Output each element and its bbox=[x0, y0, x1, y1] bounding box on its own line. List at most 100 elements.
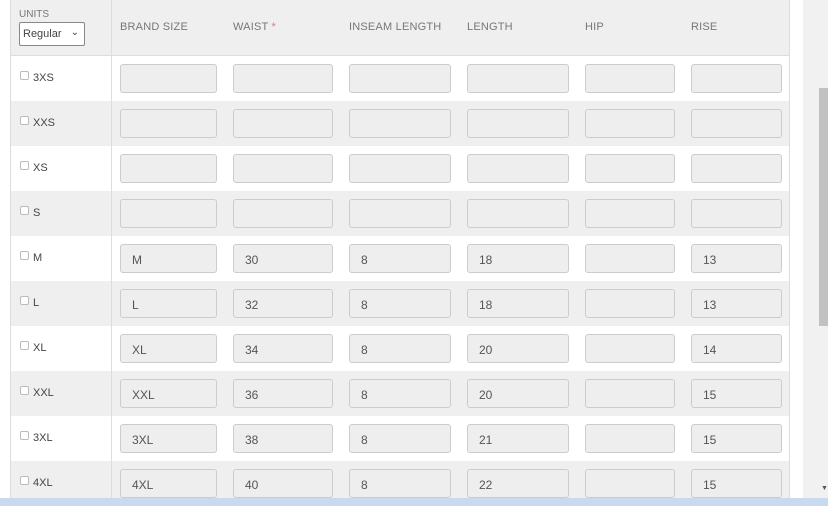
size-label: 3XL bbox=[33, 432, 53, 444]
inseam-length-input[interactable]: 8 bbox=[349, 379, 451, 408]
header-brand-size: BRAND SIZE bbox=[120, 21, 189, 33]
inseam-length-input[interactable] bbox=[349, 199, 451, 228]
waist-input[interactable] bbox=[233, 199, 333, 228]
size-checkbox[interactable] bbox=[20, 386, 29, 395]
rise-input[interactable] bbox=[691, 154, 782, 183]
column-divider bbox=[111, 0, 112, 498]
waist-input[interactable] bbox=[233, 64, 333, 93]
size-checkbox[interactable] bbox=[20, 206, 29, 215]
length-input[interactable] bbox=[467, 154, 569, 183]
table-row: 3XS bbox=[11, 56, 789, 101]
waist-input[interactable]: 32 bbox=[233, 289, 333, 318]
brand-size-input[interactable] bbox=[120, 109, 217, 138]
size-label: XS bbox=[33, 162, 48, 174]
table-row: XXS bbox=[11, 101, 789, 146]
inseam-length-input[interactable] bbox=[349, 154, 451, 183]
rise-input[interactable]: 14 bbox=[691, 334, 782, 363]
rise-input[interactable] bbox=[691, 64, 782, 93]
length-input[interactable] bbox=[467, 64, 569, 93]
size-label: S bbox=[33, 207, 41, 219]
hip-input[interactable] bbox=[585, 154, 675, 183]
hip-input[interactable] bbox=[585, 109, 675, 138]
table-row: L L 32 8 18 13 bbox=[11, 281, 789, 326]
units-selected-value: Regular bbox=[23, 28, 62, 40]
units-label: UNITS bbox=[19, 9, 49, 20]
hip-input[interactable] bbox=[585, 334, 675, 363]
length-input[interactable]: 21 bbox=[467, 424, 569, 453]
header-waist: WAIST * bbox=[233, 21, 276, 33]
brand-size-input[interactable]: L bbox=[120, 289, 217, 318]
size-checkbox[interactable] bbox=[20, 71, 29, 80]
length-input[interactable] bbox=[467, 199, 569, 228]
length-input[interactable]: 20 bbox=[467, 379, 569, 408]
rise-input[interactable] bbox=[691, 109, 782, 138]
brand-size-input[interactable] bbox=[120, 154, 217, 183]
hip-input[interactable] bbox=[585, 244, 675, 273]
rise-input[interactable] bbox=[691, 199, 782, 228]
rise-input[interactable]: 15 bbox=[691, 424, 782, 453]
rise-input[interactable]: 13 bbox=[691, 244, 782, 273]
inseam-length-input[interactable]: 8 bbox=[349, 289, 451, 318]
hip-input[interactable] bbox=[585, 289, 675, 318]
header-hip: HIP bbox=[585, 21, 604, 33]
rise-input[interactable]: 15 bbox=[691, 379, 782, 408]
brand-size-input[interactable] bbox=[120, 199, 217, 228]
waist-input[interactable]: 38 bbox=[233, 424, 333, 453]
size-chart-table: 3XS XXS XS S M M 30 8 18 13 L L 32 8 18 13 XL XL 34 8 20 14 XX… bbox=[10, 0, 790, 498]
inseam-length-input[interactable]: 8 bbox=[349, 424, 451, 453]
table-row: 3XL 3XL 38 8 21 15 bbox=[11, 416, 789, 461]
scroll-down-arrow-icon[interactable]: ▼ bbox=[821, 485, 828, 492]
table-row: M M 30 8 18 13 bbox=[11, 236, 789, 281]
waist-input[interactable]: 30 bbox=[233, 244, 333, 273]
brand-size-input[interactable]: 3XL bbox=[120, 424, 217, 453]
rise-input[interactable]: 13 bbox=[691, 289, 782, 318]
brand-size-input[interactable]: M bbox=[120, 244, 217, 273]
rise-input[interactable]: 15 bbox=[691, 469, 782, 498]
length-input[interactable]: 20 bbox=[467, 334, 569, 363]
waist-input[interactable]: 34 bbox=[233, 334, 333, 363]
table-row: S bbox=[11, 191, 789, 236]
hip-input[interactable] bbox=[585, 199, 675, 228]
length-input[interactable]: 18 bbox=[467, 244, 569, 273]
hip-input[interactable] bbox=[585, 469, 675, 498]
inseam-length-input[interactable] bbox=[349, 109, 451, 138]
header-inseam-length: INSEAM LENGTH bbox=[349, 21, 442, 33]
hip-input[interactable] bbox=[585, 424, 675, 453]
inseam-length-input[interactable]: 8 bbox=[349, 244, 451, 273]
size-checkbox[interactable] bbox=[20, 431, 29, 440]
chevron-down-icon: ⌄ bbox=[70, 27, 79, 38]
inseam-length-input[interactable] bbox=[349, 64, 451, 93]
size-checkbox[interactable] bbox=[20, 251, 29, 260]
hip-input[interactable] bbox=[585, 64, 675, 93]
table-row: XXL XXL 36 8 20 15 bbox=[11, 371, 789, 416]
brand-size-input[interactable]: XL bbox=[120, 334, 217, 363]
length-input[interactable] bbox=[467, 109, 569, 138]
length-input[interactable]: 18 bbox=[467, 289, 569, 318]
hip-input[interactable] bbox=[585, 379, 675, 408]
scrollbar[interactable]: ▼ bbox=[803, 0, 828, 498]
size-label: 4XL bbox=[33, 477, 53, 489]
inseam-length-input[interactable]: 8 bbox=[349, 469, 451, 498]
brand-size-input[interactable]: 4XL bbox=[120, 469, 217, 498]
brand-size-input[interactable] bbox=[120, 64, 217, 93]
table-row: XS bbox=[11, 146, 789, 191]
waist-input[interactable]: 40 bbox=[233, 469, 333, 498]
size-label: XL bbox=[33, 342, 47, 354]
size-label: XXS bbox=[33, 117, 56, 129]
inseam-length-input[interactable]: 8 bbox=[349, 334, 451, 363]
waist-input[interactable]: 36 bbox=[233, 379, 333, 408]
waist-input[interactable] bbox=[233, 154, 333, 183]
size-checkbox[interactable] bbox=[20, 296, 29, 305]
size-checkbox[interactable] bbox=[20, 341, 29, 350]
bottom-bar bbox=[0, 498, 828, 506]
table-row: XL XL 34 8 20 14 bbox=[11, 326, 789, 371]
brand-size-input[interactable]: XXL bbox=[120, 379, 217, 408]
scrollbar-thumb[interactable] bbox=[819, 88, 828, 326]
size-checkbox[interactable] bbox=[20, 161, 29, 170]
size-checkbox[interactable] bbox=[20, 116, 29, 125]
table-header: UNITS Regular ⌄ BRAND SIZE WAIST * INSEAM… bbox=[11, 0, 789, 56]
units-select[interactable]: Regular ⌄ bbox=[19, 22, 85, 46]
length-input[interactable]: 22 bbox=[467, 469, 569, 498]
size-checkbox[interactable] bbox=[20, 476, 29, 485]
waist-input[interactable] bbox=[233, 109, 333, 138]
